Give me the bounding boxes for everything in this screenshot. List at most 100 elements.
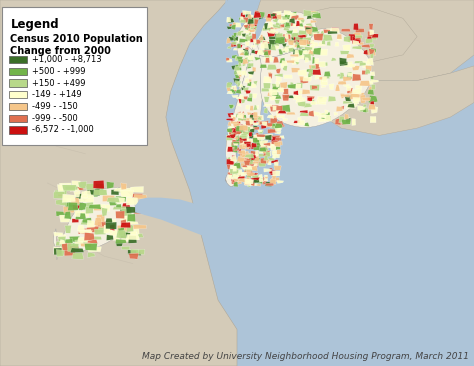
Polygon shape xyxy=(325,36,331,38)
Polygon shape xyxy=(246,12,250,17)
Polygon shape xyxy=(345,95,352,101)
Polygon shape xyxy=(253,125,258,129)
Polygon shape xyxy=(271,177,279,182)
Polygon shape xyxy=(290,54,299,57)
Polygon shape xyxy=(321,85,326,88)
Polygon shape xyxy=(275,146,280,150)
Polygon shape xyxy=(233,116,236,120)
Polygon shape xyxy=(284,7,417,62)
Polygon shape xyxy=(282,43,287,47)
Polygon shape xyxy=(73,191,81,197)
Polygon shape xyxy=(255,42,259,45)
Polygon shape xyxy=(248,173,252,178)
Polygon shape xyxy=(245,35,253,41)
Polygon shape xyxy=(235,179,239,182)
Polygon shape xyxy=(304,41,310,44)
Polygon shape xyxy=(353,97,360,102)
Polygon shape xyxy=(250,106,254,111)
Polygon shape xyxy=(248,18,256,21)
Polygon shape xyxy=(87,239,98,244)
Polygon shape xyxy=(276,121,284,126)
Polygon shape xyxy=(256,119,260,122)
Polygon shape xyxy=(353,35,363,39)
Polygon shape xyxy=(245,160,254,164)
Polygon shape xyxy=(247,26,252,33)
Polygon shape xyxy=(232,176,241,180)
Polygon shape xyxy=(268,143,275,147)
Polygon shape xyxy=(107,182,114,188)
Polygon shape xyxy=(70,188,80,191)
Polygon shape xyxy=(304,122,310,127)
Polygon shape xyxy=(127,221,138,225)
Polygon shape xyxy=(262,50,268,53)
Polygon shape xyxy=(365,66,372,72)
Polygon shape xyxy=(257,40,263,42)
Polygon shape xyxy=(280,58,286,64)
Text: Map Created by University Neighborhood Housing Program, March 2011: Map Created by University Neighborhood H… xyxy=(142,351,469,361)
Polygon shape xyxy=(276,110,280,116)
Polygon shape xyxy=(265,135,272,140)
Polygon shape xyxy=(244,153,247,157)
Polygon shape xyxy=(248,156,254,162)
Polygon shape xyxy=(238,134,243,139)
Polygon shape xyxy=(230,119,234,123)
Polygon shape xyxy=(266,123,272,127)
Polygon shape xyxy=(67,243,79,251)
Polygon shape xyxy=(246,127,253,132)
Polygon shape xyxy=(314,58,319,64)
Polygon shape xyxy=(318,62,325,67)
Polygon shape xyxy=(283,38,291,42)
Polygon shape xyxy=(253,138,261,143)
Polygon shape xyxy=(360,95,365,102)
Polygon shape xyxy=(243,61,246,66)
Polygon shape xyxy=(101,208,108,216)
Polygon shape xyxy=(226,135,233,141)
Polygon shape xyxy=(245,179,253,184)
Polygon shape xyxy=(257,115,264,120)
Polygon shape xyxy=(257,143,262,147)
Polygon shape xyxy=(278,124,285,127)
Polygon shape xyxy=(242,145,247,148)
Polygon shape xyxy=(272,155,275,159)
Polygon shape xyxy=(248,63,254,67)
Polygon shape xyxy=(117,224,130,232)
Polygon shape xyxy=(126,234,139,240)
Polygon shape xyxy=(274,42,279,46)
Polygon shape xyxy=(250,26,255,30)
Polygon shape xyxy=(278,17,283,23)
Polygon shape xyxy=(307,51,314,56)
Polygon shape xyxy=(109,229,118,236)
Polygon shape xyxy=(96,183,104,191)
Polygon shape xyxy=(277,150,281,154)
Polygon shape xyxy=(59,215,71,222)
Polygon shape xyxy=(252,165,255,170)
Polygon shape xyxy=(235,32,242,36)
Polygon shape xyxy=(281,48,290,51)
Polygon shape xyxy=(116,211,125,219)
Polygon shape xyxy=(294,41,303,44)
Polygon shape xyxy=(271,126,277,128)
Polygon shape xyxy=(245,151,249,154)
Polygon shape xyxy=(254,26,259,31)
Polygon shape xyxy=(298,20,305,23)
Polygon shape xyxy=(65,246,75,250)
Polygon shape xyxy=(276,76,282,82)
Polygon shape xyxy=(260,148,268,153)
Polygon shape xyxy=(245,57,248,62)
Polygon shape xyxy=(258,162,262,166)
Polygon shape xyxy=(244,144,249,149)
Polygon shape xyxy=(256,180,263,184)
Polygon shape xyxy=(227,46,231,49)
Polygon shape xyxy=(246,143,251,147)
Polygon shape xyxy=(265,58,270,63)
Polygon shape xyxy=(244,30,250,34)
Polygon shape xyxy=(254,146,260,150)
Polygon shape xyxy=(253,179,259,182)
Polygon shape xyxy=(291,37,296,43)
Polygon shape xyxy=(303,41,310,46)
Polygon shape xyxy=(256,176,262,182)
Polygon shape xyxy=(319,49,328,56)
Polygon shape xyxy=(238,129,243,134)
Polygon shape xyxy=(283,75,292,79)
Polygon shape xyxy=(319,76,327,81)
